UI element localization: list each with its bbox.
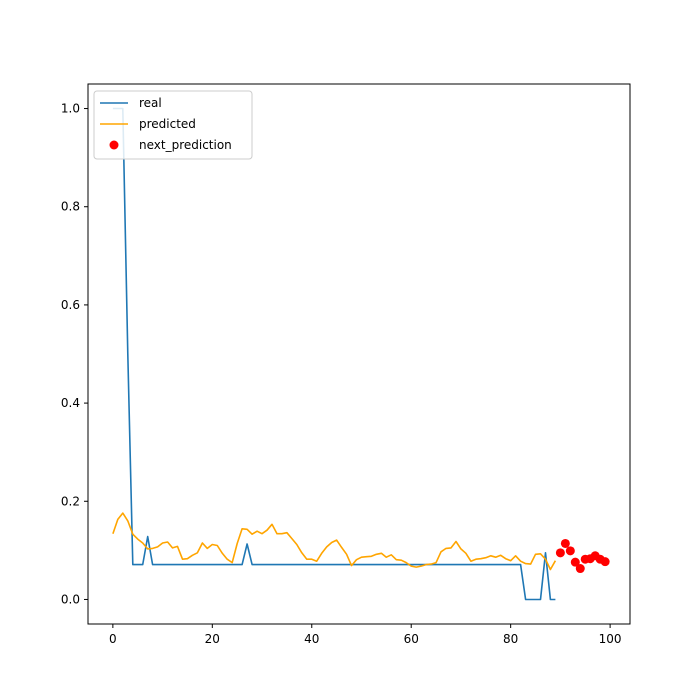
legend-label-next_prediction: next_prediction — [139, 138, 232, 152]
x-tick-label: 60 — [404, 632, 419, 646]
legend: real predicted next_prediction — [93, 90, 253, 160]
legend-box — [93, 90, 253, 160]
y-tick-label: 0.0 — [61, 592, 80, 606]
scatter-point-next_prediction — [555, 548, 565, 558]
y-tick-label: 0.4 — [61, 396, 80, 410]
x-tick-label: 40 — [304, 632, 319, 646]
legend-swatch-next_prediction — [109, 140, 119, 150]
scatter-point-next_prediction — [600, 557, 610, 567]
scatter-point-next_prediction — [565, 546, 575, 556]
legend-label-real: real — [139, 96, 162, 110]
series-line-predicted — [112, 512, 557, 571]
x-tick-label: 100 — [599, 632, 622, 646]
x-tick-label: 80 — [503, 632, 518, 646]
y-tick-label: 0.8 — [61, 200, 80, 214]
series-layer — [112, 107, 610, 601]
y-axis: 0.0 0.2 0.4 0.6 0.8 1.0 — [61, 102, 88, 606]
x-tick-label: 0 — [109, 632, 117, 646]
y-tick-label: 0.2 — [61, 494, 80, 508]
x-tick-label: 20 — [205, 632, 220, 646]
scatter-point-next_prediction — [575, 564, 585, 574]
series-line-real — [112, 107, 556, 601]
legend-label-predicted: predicted — [139, 117, 196, 131]
scatter-point-next_prediction — [570, 557, 580, 567]
plot-frame — [87, 83, 631, 625]
y-tick-label: 0.6 — [61, 298, 80, 312]
plot-area — [88, 84, 630, 624]
x-axis: 0 20 40 60 80 100 — [109, 624, 622, 646]
scatter-point-next_prediction — [560, 538, 570, 548]
y-tick-label: 1.0 — [61, 102, 80, 116]
